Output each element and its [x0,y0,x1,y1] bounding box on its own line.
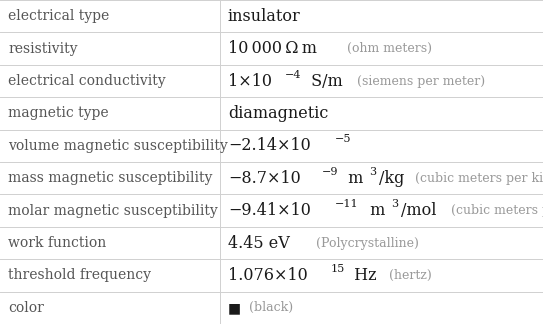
Text: electrical conductivity: electrical conductivity [8,74,166,88]
Text: −4: −4 [285,70,301,79]
Text: (black): (black) [245,301,293,314]
Text: 4.45 eV: 4.45 eV [228,235,289,251]
Text: (ohm meters): (ohm meters) [343,42,432,55]
Text: work function: work function [8,236,106,250]
Text: S/m: S/m [306,73,343,89]
Text: molar magnetic susceptibility: molar magnetic susceptibility [8,203,218,218]
Text: diamagnetic: diamagnetic [228,105,329,122]
Text: insulator: insulator [228,8,301,25]
Text: m: m [343,170,363,187]
Text: −9: −9 [322,167,338,177]
Text: (siemens per meter): (siemens per meter) [353,75,485,87]
Text: m: m [365,202,386,219]
Text: magnetic type: magnetic type [8,106,109,121]
Text: −11: −11 [335,199,358,209]
Text: (hertz): (hertz) [385,269,432,282]
Text: 1.076×10: 1.076×10 [228,267,308,284]
Text: ■: ■ [228,301,241,315]
Text: Hz: Hz [349,267,377,284]
Text: (cubic meters per mole): (cubic meters per mole) [447,204,543,217]
Text: (Polycrystalline): (Polycrystalline) [307,237,419,249]
Text: threshold frequency: threshold frequency [8,268,151,283]
Text: (cubic meters per kilogram): (cubic meters per kilogram) [411,172,543,185]
Text: /mol: /mol [401,202,437,219]
Text: 1×10: 1×10 [228,73,272,89]
Text: 15: 15 [331,264,345,274]
Text: 10 000 Ω m: 10 000 Ω m [228,40,317,57]
Text: −5: −5 [334,134,351,144]
Text: resistivity: resistivity [8,41,78,56]
Text: 3: 3 [369,167,376,177]
Text: volume magnetic susceptibility: volume magnetic susceptibility [8,139,228,153]
Text: mass magnetic susceptibility: mass magnetic susceptibility [8,171,212,185]
Text: /kg: /kg [378,170,404,187]
Text: color: color [8,301,44,315]
Text: −8.7×10: −8.7×10 [228,170,301,187]
Text: electrical type: electrical type [8,9,109,23]
Text: 3: 3 [392,199,399,209]
Text: −9.41×10: −9.41×10 [228,202,311,219]
Text: −2.14×10: −2.14×10 [228,137,311,154]
